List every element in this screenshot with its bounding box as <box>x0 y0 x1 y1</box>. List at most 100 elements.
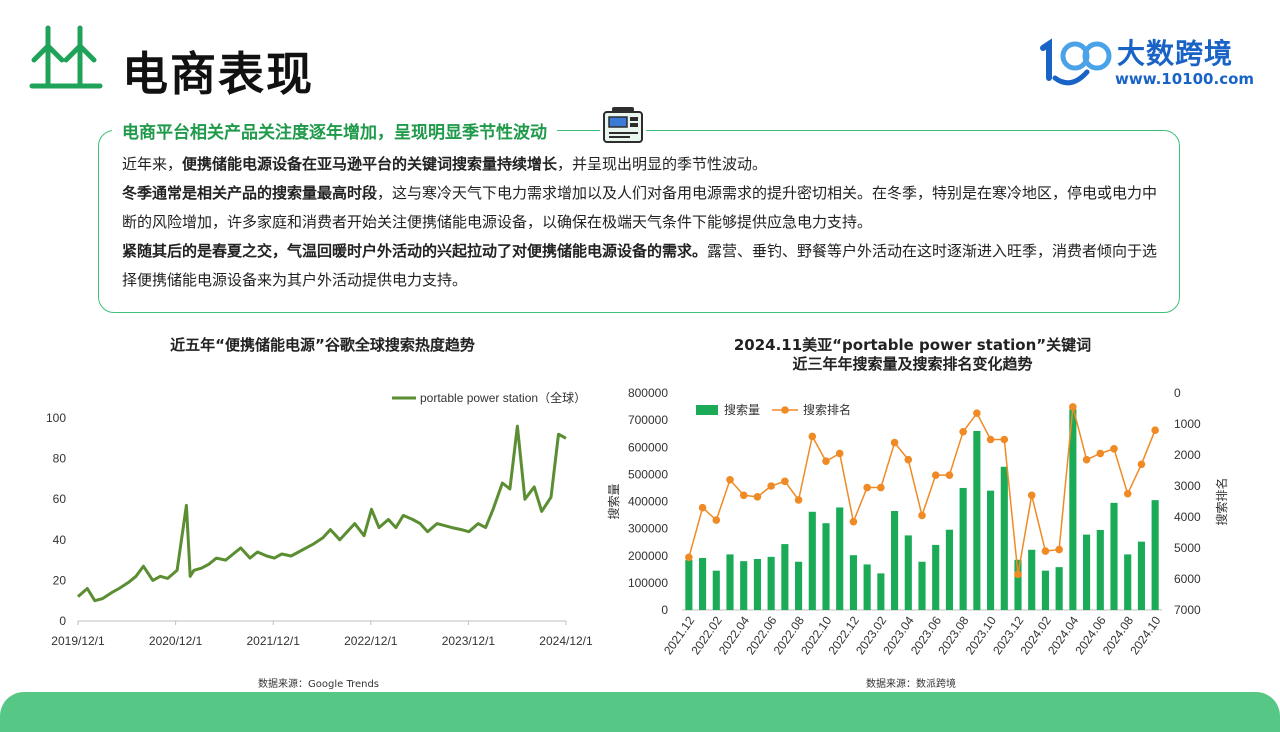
x-tick-label: 2020/12/1 <box>149 634 203 648</box>
bar-search-volume <box>891 511 898 610</box>
rank-point <box>822 457 830 465</box>
rank-point <box>754 493 762 501</box>
bar-search-volume <box>877 573 884 610</box>
rank-point <box>685 554 693 562</box>
bar-search-volume <box>1083 535 1090 610</box>
bar-search-volume <box>973 431 980 610</box>
rank-point <box>946 471 954 479</box>
rank-point <box>836 450 844 458</box>
x-tick-label: 2023/12/1 <box>442 634 496 648</box>
rank-point <box>712 516 720 524</box>
rank-point <box>1069 403 1077 411</box>
bar-search-volume <box>864 564 871 610</box>
amazon-search-volume-rank-chart: 0100000200000300000400000500000600000700… <box>600 378 1240 673</box>
bar-search-volume <box>1028 550 1035 610</box>
rank-point <box>1124 490 1132 498</box>
legend-label: portable power station（全球） <box>420 390 586 405</box>
bar-search-volume <box>740 561 747 610</box>
y-right-tick-label: 3000 <box>1174 479 1201 493</box>
rank-point <box>987 436 995 444</box>
bar-search-volume <box>809 512 816 610</box>
bar-search-volume <box>1056 567 1063 610</box>
bar-search-volume <box>795 562 802 610</box>
rank-point <box>740 492 748 500</box>
y-left-tick-label: 400000 <box>628 495 668 509</box>
rank-point <box>973 409 981 417</box>
bar-search-volume <box>754 559 761 610</box>
bar-search-volume <box>1001 467 1008 610</box>
rank-point <box>877 484 885 492</box>
series-line-portable-power-station <box>78 426 566 601</box>
y-left-tick-label: 700000 <box>628 413 668 427</box>
callout-body: 近年来，便携储能电源设备在亚马逊平台的关键词搜索量持续增长，并呈现出明显的季节性… <box>122 150 1162 295</box>
bar-search-volume <box>905 535 912 610</box>
rank-point <box>795 496 803 504</box>
rank-point <box>1151 426 1159 434</box>
brand-name: 大数跨境 <box>1117 32 1233 72</box>
bar-search-volume <box>918 562 925 610</box>
bar-search-volume <box>1097 530 1104 610</box>
bar-search-volume <box>946 530 953 610</box>
rank-point <box>726 476 734 484</box>
rank-point <box>1014 571 1022 579</box>
chart1-source: 数据来源：Google Trends <box>258 675 379 690</box>
bar-search-volume <box>726 554 733 610</box>
bar-search-volume <box>699 558 706 610</box>
rank-point <box>808 433 816 441</box>
legend-swatch-search-volume <box>696 405 718 415</box>
rank-point <box>850 518 858 526</box>
footer-band <box>0 692 1280 732</box>
rank-point <box>1110 445 1118 453</box>
power-station-icon <box>598 106 648 146</box>
rank-point <box>1055 546 1063 554</box>
bar-search-volume <box>932 545 939 610</box>
y-left-tick-label: 500000 <box>628 467 668 481</box>
x-tick-label: 2019/12/1 <box>51 634 105 648</box>
rank-point <box>1028 492 1036 500</box>
brand-block: 大数跨境 www.10100.com <box>1035 30 1250 92</box>
chart1-title: 近五年“便携储能电源”谷歌全球搜索热度趋势 <box>90 334 555 355</box>
rank-point <box>1000 436 1008 444</box>
rank-point <box>1042 547 1050 555</box>
bar-search-volume <box>713 571 720 610</box>
rank-point <box>918 512 926 520</box>
legend-label-search-volume: 搜索量 <box>724 402 760 417</box>
bar-search-volume <box>836 507 843 610</box>
bar-search-volume <box>960 488 967 610</box>
x-tick-label: 2022/12/1 <box>344 634 398 648</box>
chart2-title-line2: 近三年年搜索量及搜索排名变化趋势 <box>700 353 1125 374</box>
y-left-axis-label: 搜索量 <box>606 483 621 519</box>
y-right-tick-label: 4000 <box>1174 510 1201 524</box>
bar-search-volume <box>768 557 775 610</box>
legend-marker-search-rank <box>781 406 789 414</box>
y-right-tick-label: 6000 <box>1174 572 1201 586</box>
rank-point <box>891 439 899 447</box>
bar-search-volume <box>1152 500 1159 610</box>
y-left-tick-label: 800000 <box>628 386 668 400</box>
y-right-tick-label: 2000 <box>1174 448 1201 462</box>
callout-heading: 电商平台相关产品关注度逐年增加，呈现明显季节性波动 <box>112 118 557 143</box>
rank-point <box>1096 450 1104 458</box>
rank-point <box>904 456 912 464</box>
bar-search-volume <box>1124 554 1131 610</box>
brand-url: www.10100.com <box>1115 70 1254 88</box>
bar-search-volume <box>1138 542 1145 610</box>
y-right-tick-label: 1000 <box>1174 417 1201 431</box>
y-left-tick-label: 0 <box>661 603 668 617</box>
y-tick-label: 40 <box>53 533 67 547</box>
y-right-tick-label: 7000 <box>1174 603 1201 617</box>
y-left-tick-label: 300000 <box>628 522 668 536</box>
y-right-axis-label: 搜索排名 <box>1214 477 1229 525</box>
rank-point <box>767 482 775 490</box>
bar-search-volume <box>987 491 994 610</box>
x-tick-label: 2021/12/1 <box>247 634 301 648</box>
page-title: 电商表现 <box>122 38 314 104</box>
y-left-tick-label: 600000 <box>628 440 668 454</box>
bar-search-volume <box>1110 503 1117 610</box>
y-tick-label: 100 <box>46 411 66 425</box>
paragraph-2: 冬季通常是相关产品的搜索量最高时段，这与寒冷天气下电力需求增加以及人们对备用电源… <box>122 179 1162 237</box>
rank-point <box>1083 456 1091 464</box>
brand-logo-icon <box>1035 34 1115 90</box>
bar-search-volume <box>685 560 692 610</box>
